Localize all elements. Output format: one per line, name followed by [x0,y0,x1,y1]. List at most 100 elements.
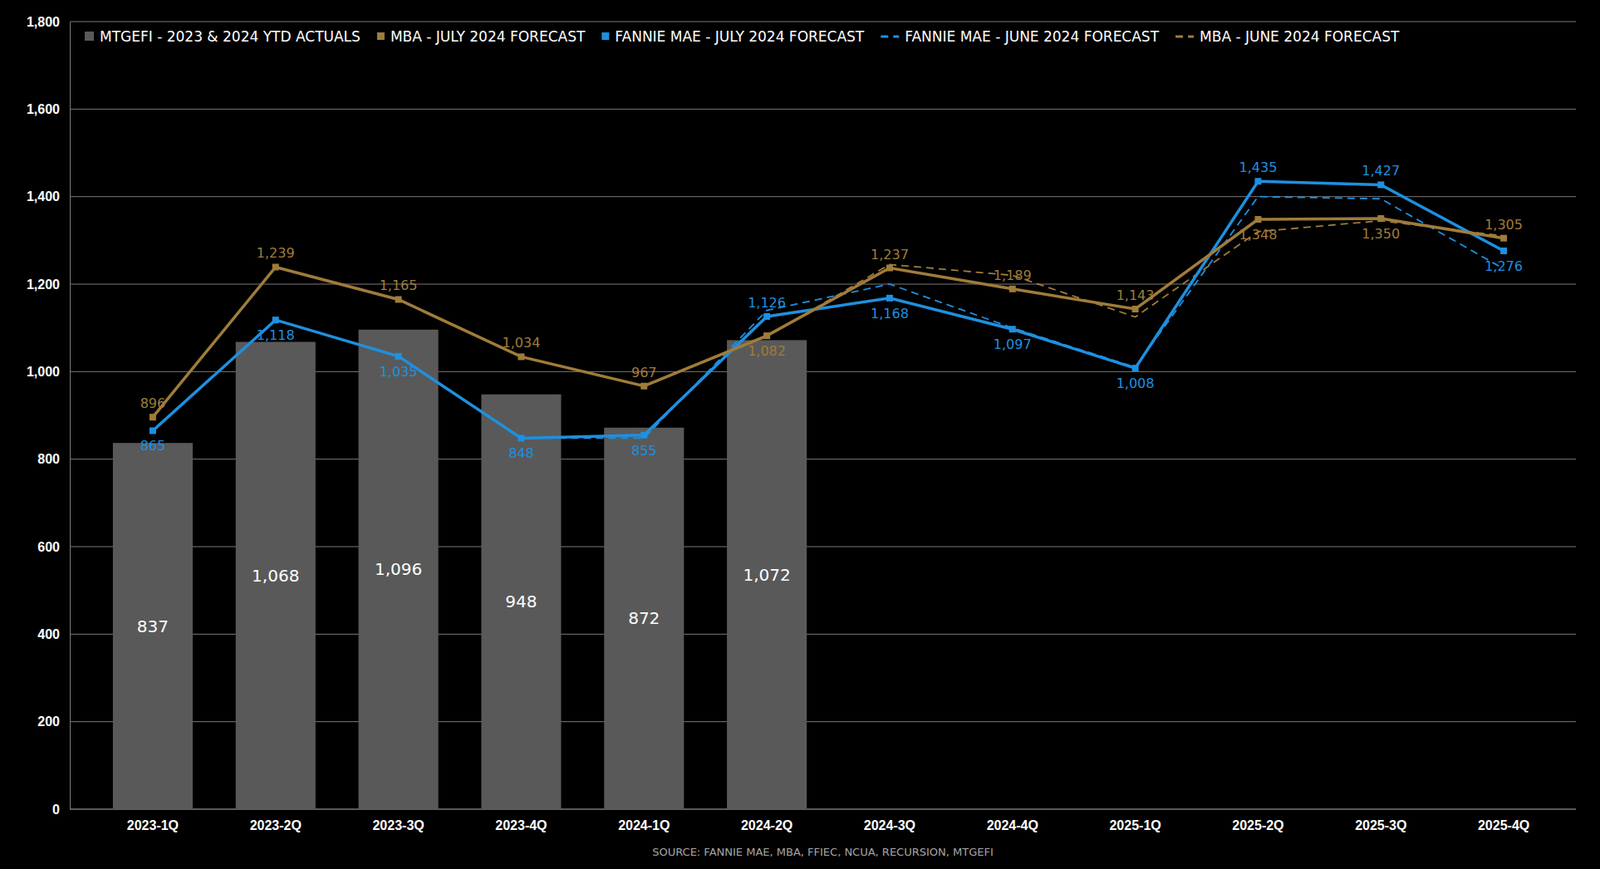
bar [358,329,439,810]
line-label: 1,435 [1239,159,1278,176]
legend-label: FANNIE MAE - JUNE 2024 FORECAST [904,28,1159,45]
marker [1500,235,1507,242]
grid [69,21,1576,810]
y-tick-label: 1,000 [26,364,60,379]
bar [480,394,561,810]
y-tick-label: 1,800 [26,14,60,30]
bar-label: 1,072 [742,564,791,585]
line-series [149,215,1507,421]
x-tick-label: 2025-2Q [1231,818,1284,833]
legend-item: MBA - JULY 2024 FORECAST [377,28,586,45]
line-label: 1,189 [993,267,1032,284]
grid-line [69,21,1576,23]
y-tick: 400 [37,627,70,642]
line-label: 1,168 [870,305,909,322]
x-tick: 2024-4Q [986,809,1039,833]
marker [1377,181,1385,188]
x-tick-label: 2023-1Q [127,818,179,833]
x-tick-label: 2023-2Q [250,818,302,833]
legend-symbol [1175,35,1194,39]
bar-label: 1,096 [374,559,423,580]
bar-series [112,329,807,810]
bar-label: 872 [628,608,660,629]
grid-line [69,196,1576,197]
legend-symbol [84,31,94,41]
plot-area [112,177,1507,810]
x-tick-label: 2024-1Q [618,818,670,833]
marker [1254,215,1262,223]
marker [272,263,280,270]
y-tick-label: 1,400 [26,189,60,204]
y-tick: 800 [37,451,70,467]
x-tick-label: 2023-3Q [372,818,424,833]
x-tick-label: 2023-4Q [495,818,547,833]
data-labels: 8371,0681,0969488721,0728651,1181,035848… [137,159,1523,636]
marker [1254,177,1262,185]
line-label: 1,348 [1239,226,1278,243]
line-label: 1,082 [747,343,786,359]
legend-label: MBA - JULY 2024 FORECAST [390,28,586,45]
grid-line [69,284,1576,285]
line-label: 1,165 [379,277,418,294]
bar [112,442,193,810]
x-axis: 2023-1Q 2023-2Q 2023-3Q 2023-4Q 2024-1Q 2024-… [69,809,1576,833]
line-label: 1,305 [1484,216,1523,233]
legend-label: MTGEFI - 2023 & 2024 YTD ACTUALS [99,28,361,45]
line-label: 1,118 [256,327,295,344]
line-label: 1,237 [870,246,909,263]
marker [763,313,771,320]
line-series [643,220,1504,387]
line [643,220,1504,387]
marker [1009,325,1016,333]
y-tick: 200 [37,714,70,729]
y-axis: 02004006008001,0001,2001,4001,6001,800 [26,14,71,817]
marker [272,316,280,324]
line-label: 967 [631,364,658,381]
x-tick: 2025-1Q [1109,809,1161,833]
y-tick-label: 1,600 [26,102,60,117]
x-tick: 2024-2Q [741,809,793,833]
y-tick: 1,800 [26,14,70,30]
background [0,0,1600,869]
line-label: 1,276 [1484,258,1523,275]
line [152,218,1504,418]
x-tick-label: 2024-4Q [986,818,1039,833]
legend: MTGEFI - 2023 & 2024 YTD ACTUALS MBA - JU… [84,28,1400,45]
x-tick-label: 2025-4Q [1477,818,1530,833]
marker [1009,285,1016,293]
y-tick: 1,600 [26,102,70,117]
marker [1132,305,1139,313]
marker [886,294,894,302]
line-label: 1,350 [1361,225,1400,242]
marker [1500,247,1507,255]
marker [149,426,157,434]
x-tick: 2025-3Q [1354,809,1407,833]
x-tick: 2025-2Q [1231,809,1284,833]
legend-item: FANNIE MAE - JULY 2024 FORECAST [601,28,865,45]
legend-label: MBA - JUNE 2024 FORECAST [1199,28,1400,45]
marker [763,332,771,339]
legend-item: MTGEFI - 2023 & 2024 YTD ACTUALS [84,28,361,45]
line-label: 1,097 [993,336,1032,353]
line [520,196,1504,439]
marker [640,431,648,439]
line-label: 1,143 [1116,287,1155,304]
line-label: 848 [508,445,535,462]
marker [886,265,894,272]
y-tick-label: 200 [37,714,60,729]
line-series [520,196,1504,439]
legend-symbol [880,35,899,39]
x-tick: 2024-3Q [863,809,916,833]
marker [1132,364,1139,372]
bar [726,339,807,810]
marker [149,413,157,421]
y-tick-label: 0 [52,802,60,817]
x-tick-label: 2024-3Q [863,818,916,833]
y-axis-line [69,22,71,810]
legend-symbol [601,32,609,40]
y-tick: 0 [52,802,70,817]
marker [517,434,525,442]
x-tick-label: 2024-2Q [741,818,793,833]
y-tick: 1,400 [26,189,70,204]
line-label: 1,034 [502,334,541,351]
